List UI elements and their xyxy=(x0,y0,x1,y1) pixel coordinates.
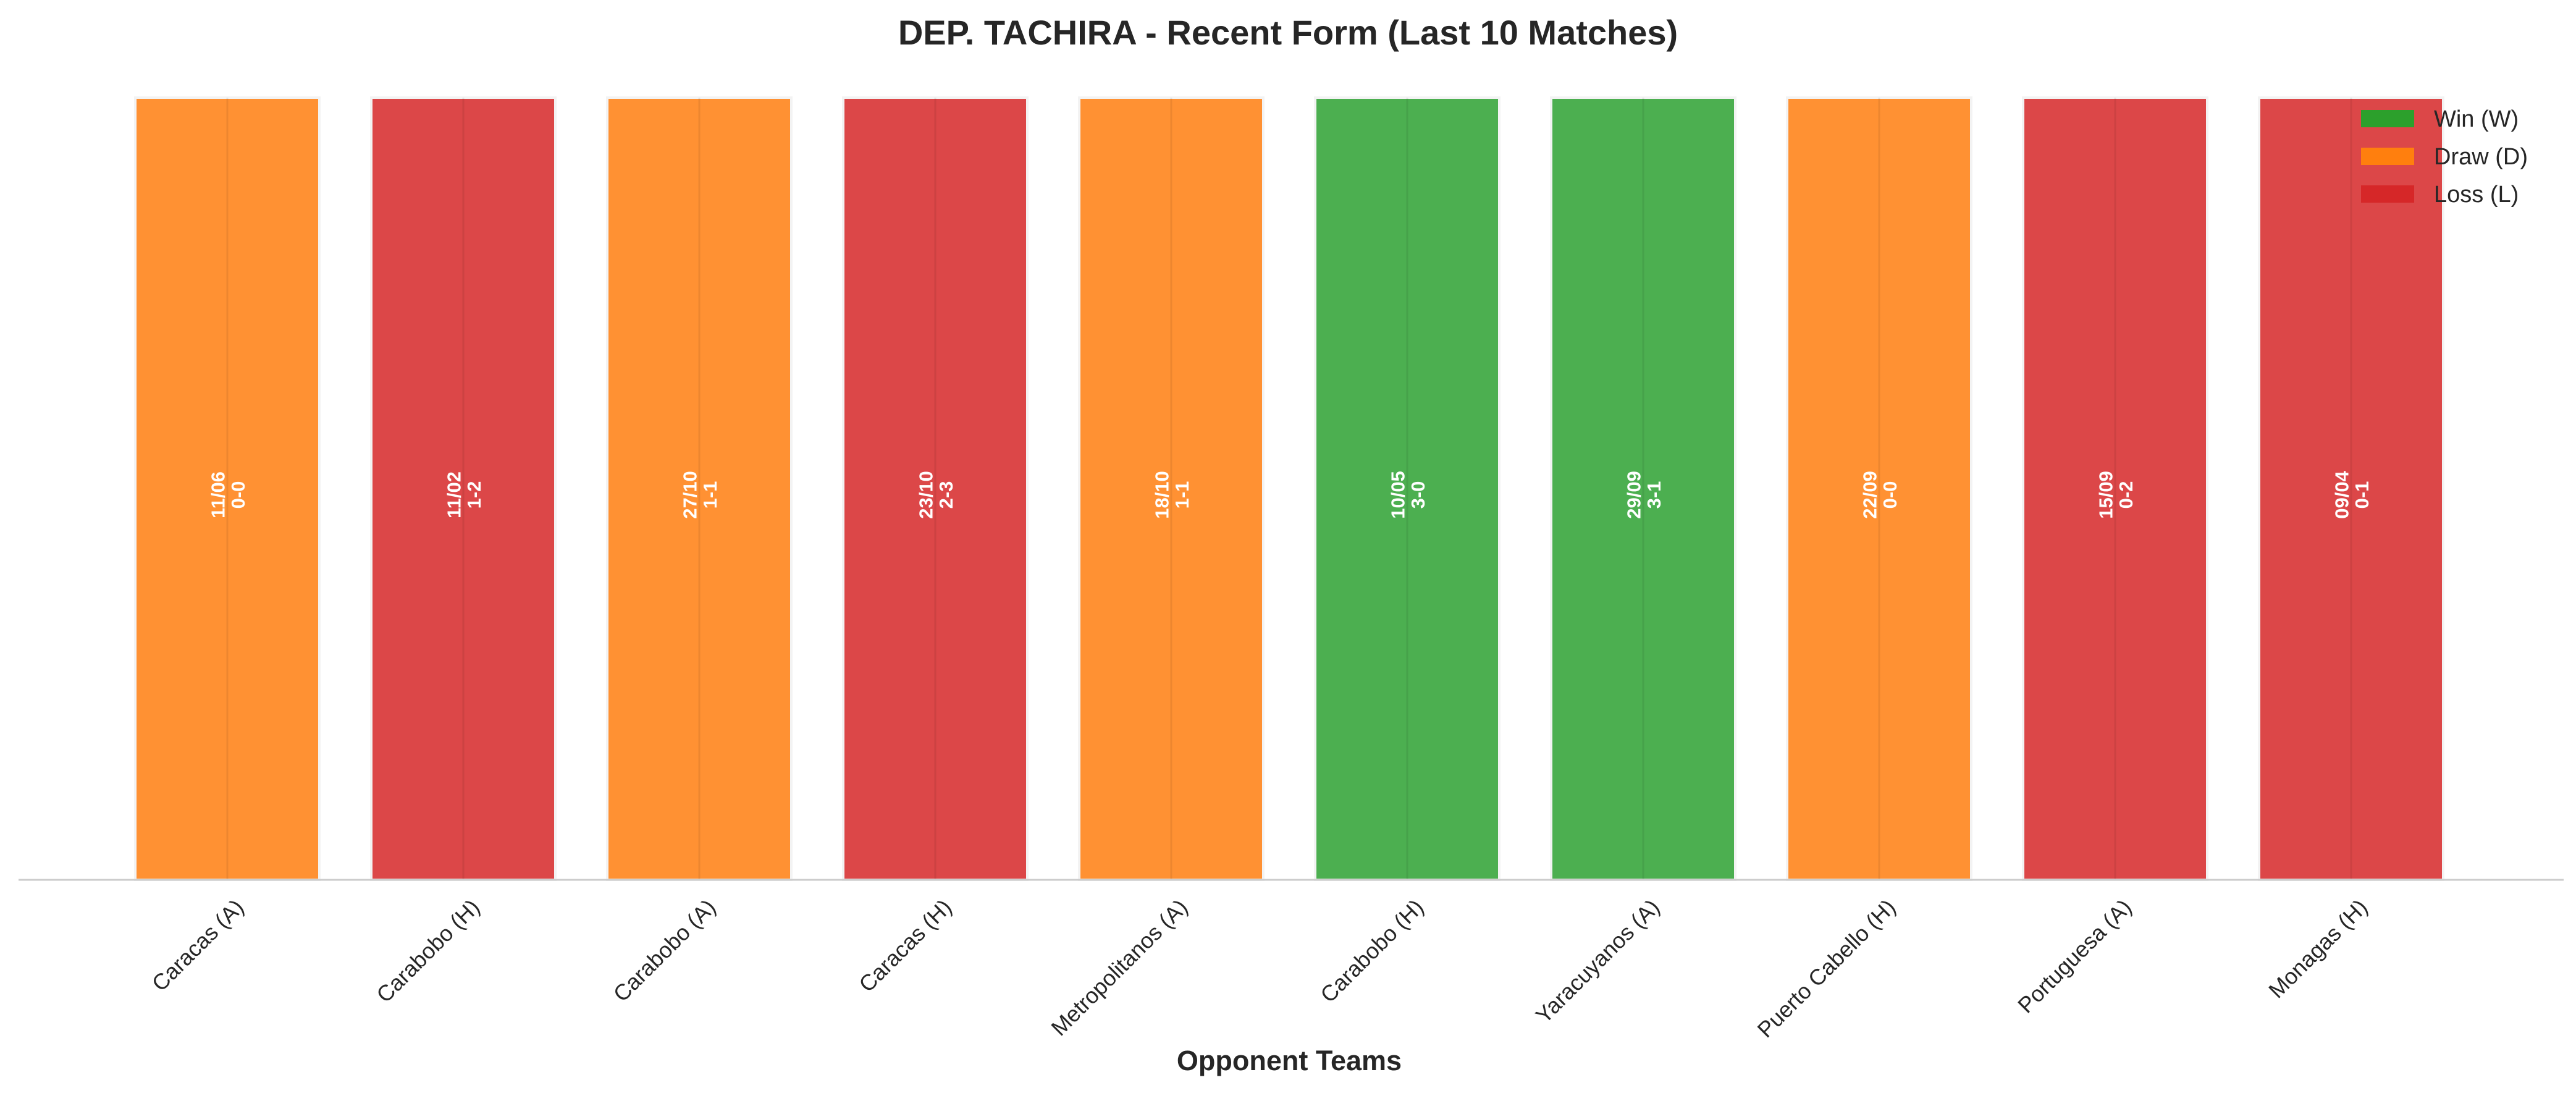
bar-score-6: 3-0 xyxy=(1407,481,1429,509)
bar-4 xyxy=(842,96,1029,881)
bar-label-4: 23/102-3 xyxy=(915,471,957,519)
bar-date-3: 27/10 xyxy=(679,471,701,519)
x-tick-label-7: Yaracuyanos (A) xyxy=(1531,894,1665,1028)
bar-date-7: 29/09 xyxy=(1623,471,1644,519)
x-tick-label-4: Caracas (H) xyxy=(854,894,956,997)
bar-score-10: 0-1 xyxy=(2351,481,2373,509)
x-tick-label-6: Carabobo (H) xyxy=(1315,894,1428,1007)
bar-date-5: 18/10 xyxy=(1151,471,1172,519)
bar-label-5: 18/101-1 xyxy=(1151,471,1193,519)
bar-2 xyxy=(370,96,557,881)
bar-date-8: 22/09 xyxy=(1859,471,1880,519)
x-tick-label-5: Metropolitanos (A) xyxy=(1046,894,1192,1040)
bar-label-9: 15/090-2 xyxy=(2095,471,2137,519)
bar-date-1: 11/06 xyxy=(207,471,229,518)
bar-score-1: 0-0 xyxy=(227,481,249,509)
x-axis-label: Opponent Teams xyxy=(1177,1045,1402,1076)
bar-date-6: 10/05 xyxy=(1387,471,1408,519)
bar-7 xyxy=(1550,96,1736,881)
bar-date-2: 11/02 xyxy=(443,471,465,518)
bar-label-7: 29/093-1 xyxy=(1623,471,1665,519)
legend-swatch-D xyxy=(2361,148,2414,165)
bar-score-7: 3-1 xyxy=(1643,481,1665,509)
x-tick-label-8: Puerto Cabello (H) xyxy=(1753,894,1901,1042)
bars-layer: 11/060-0 11/021-2 27/101-1 23/102-3 18/101-1… xyxy=(134,96,2444,881)
bar-date-9: 15/09 xyxy=(2095,471,2116,519)
bar-date-4: 23/10 xyxy=(915,471,937,519)
bar-5 xyxy=(1078,96,1265,881)
bar-label-3: 27/101-1 xyxy=(679,471,721,519)
legend-swatch-L xyxy=(2361,185,2414,203)
bar-10 xyxy=(2258,96,2444,881)
bar-score-5: 1-1 xyxy=(1171,481,1193,509)
x-tick-label-3: Carabobo (A) xyxy=(608,894,721,1006)
bar-score-3: 1-1 xyxy=(699,481,721,509)
x-tick-label-2: Carabobo (H) xyxy=(371,894,484,1007)
bar-score-2: 1-2 xyxy=(463,481,485,509)
bar-score-9: 0-2 xyxy=(2115,481,2137,509)
bar-score-8: 0-0 xyxy=(1879,481,1901,509)
x-tick-label-9: Portuguesa (A) xyxy=(2013,894,2136,1018)
bar-label-6: 10/053-0 xyxy=(1387,471,1429,519)
legend-label-L: Loss (L) xyxy=(2434,182,2519,208)
legend-label-W: Win (W) xyxy=(2434,106,2519,132)
bar-date-10: 09/04 xyxy=(2331,470,2352,518)
bar-label-2: 11/021-2 xyxy=(443,471,485,518)
x-tick-labels: Caracas (A) Carabobo (H) Carabobo (A) Carac… xyxy=(147,894,2373,1042)
legend-swatch-W xyxy=(2361,110,2414,127)
legend-label-D: Draw (D) xyxy=(2434,144,2528,170)
bar-score-4: 2-3 xyxy=(935,481,957,509)
bar-label-8: 22/090-0 xyxy=(1859,471,1901,519)
legend: Win (W) Draw (D) Loss (L) xyxy=(2361,106,2528,208)
bar-label-10: 09/040-1 xyxy=(2331,470,2373,518)
chart-title: DEP. TACHIRA - Recent Form (Last 10 Matc… xyxy=(898,13,1678,52)
bar-6 xyxy=(1314,96,1501,881)
bar-3 xyxy=(606,96,793,881)
x-tick-label-10: Monagas (H) xyxy=(2263,894,2372,1003)
bar-label-1: 11/060-0 xyxy=(207,471,249,518)
bar-1 xyxy=(134,96,321,881)
x-tick-label-1: Caracas (A) xyxy=(147,894,249,996)
